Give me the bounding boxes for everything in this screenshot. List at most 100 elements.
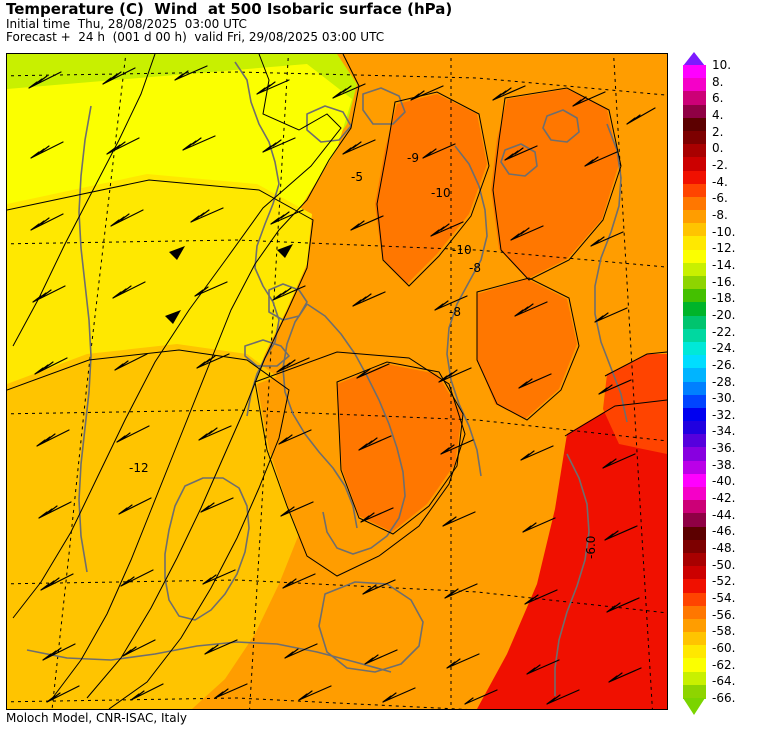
svg-text:-6.0: -6.0 bbox=[584, 536, 598, 559]
wind-barb bbox=[524, 589, 558, 605]
colorbar-tick-label: -64. bbox=[712, 674, 736, 689]
wind-barb bbox=[202, 569, 236, 585]
wind-barb bbox=[608, 667, 642, 683]
colorbar-swatch bbox=[683, 632, 706, 646]
temp-band-n4 bbox=[477, 399, 667, 709]
wind-barb bbox=[350, 215, 384, 231]
colorbar-swatch bbox=[683, 183, 706, 198]
wind-barb bbox=[504, 145, 538, 161]
initial-time-text: Initial time Thu, 28/08/2025 03:00 UTC bbox=[6, 17, 247, 31]
colorbar-swatch bbox=[683, 658, 706, 673]
wind-arrowheads bbox=[165, 244, 293, 324]
wind-barb bbox=[492, 85, 526, 101]
wind-barb bbox=[438, 367, 472, 383]
wind-barb bbox=[362, 579, 396, 595]
colorbar-tick-label: -24. bbox=[712, 341, 736, 356]
colorbar-tick-label: -12. bbox=[712, 241, 736, 256]
colorbar[interactable] bbox=[683, 65, 706, 699]
wind-barb bbox=[190, 207, 224, 223]
colorbar-swatch bbox=[683, 223, 706, 238]
wind-barb bbox=[594, 307, 628, 323]
svg-text:-12: -12 bbox=[129, 461, 149, 475]
wind-barb bbox=[364, 649, 398, 665]
wind-barb bbox=[590, 231, 624, 247]
wind-barb bbox=[276, 357, 310, 373]
wind-barb bbox=[36, 429, 70, 447]
colorbar-swatch bbox=[683, 328, 706, 343]
wind-barb bbox=[422, 143, 456, 159]
colorbar-swatch bbox=[683, 513, 706, 528]
wind-barb bbox=[46, 685, 80, 703]
colorbar-swatch bbox=[683, 117, 706, 132]
wind-barb bbox=[112, 281, 146, 299]
graticule bbox=[7, 54, 667, 709]
wind-barb bbox=[106, 137, 140, 155]
colorbar-tick-label: 10. bbox=[712, 58, 732, 72]
colorbar-swatch bbox=[683, 249, 706, 264]
colorbar-tick-label: -46. bbox=[712, 524, 736, 539]
wind-barb bbox=[604, 525, 638, 541]
colorbar-swatch bbox=[683, 579, 706, 594]
wind-barb bbox=[546, 689, 580, 705]
colorbar-tick-label: -4. bbox=[712, 174, 728, 189]
colorbar-tick-label: 6. bbox=[712, 91, 724, 106]
wind-barb bbox=[270, 209, 304, 225]
wind-barb-layer bbox=[28, 65, 656, 705]
colorbar-tick-label: -58. bbox=[712, 624, 736, 639]
colorbar-swatch bbox=[683, 407, 706, 422]
colorbar-tick-label: -40. bbox=[712, 474, 736, 489]
colorbar-tick-label: -16. bbox=[712, 274, 736, 289]
svg-text:-10: -10 bbox=[452, 243, 472, 257]
colorbar-swatch bbox=[683, 315, 706, 330]
colorbar-swatch bbox=[683, 262, 706, 277]
wind-barb bbox=[332, 83, 366, 99]
wind-barb bbox=[298, 685, 332, 701]
wind-barb bbox=[204, 639, 238, 655]
colorbar-tick-label: -18. bbox=[712, 291, 736, 306]
wind-barb bbox=[200, 497, 234, 513]
colorbar-tick-label: 4. bbox=[712, 107, 724, 122]
wind-barb bbox=[284, 643, 318, 659]
wind-barb bbox=[342, 139, 376, 155]
colorbar-tick-label: 0. bbox=[712, 141, 724, 156]
colorbar-swatch bbox=[683, 368, 706, 383]
colorbar-tick-label: -48. bbox=[712, 541, 736, 556]
colorbar-tick-label: -6. bbox=[712, 191, 728, 206]
colorbar-swatch bbox=[683, 447, 706, 462]
colorbar-swatch bbox=[683, 671, 706, 686]
weather-map[interactable]: -5 -9 -10 -8 -10 -12 -8 -6.0 bbox=[6, 53, 668, 710]
colorbar-tick-label: -42. bbox=[712, 491, 736, 506]
wind-barb bbox=[214, 683, 248, 699]
colorbar-swatch bbox=[683, 130, 706, 145]
temp-band-n6d bbox=[477, 279, 577, 419]
colorbar-tick-label: -62. bbox=[712, 657, 736, 672]
wind-barb bbox=[444, 583, 478, 599]
colorbar-swatch bbox=[683, 526, 706, 541]
wind-barb bbox=[434, 295, 468, 311]
colorbar-tick-label: -52. bbox=[712, 574, 736, 589]
wind-barb bbox=[584, 151, 618, 167]
wind-barb bbox=[182, 135, 216, 151]
colorbar-tick-label: -66. bbox=[712, 691, 736, 705]
colorbar-tick-label: -56. bbox=[712, 607, 736, 622]
wind-barb bbox=[464, 689, 498, 705]
colorbar-swatch bbox=[683, 552, 706, 567]
colorbar-tick-label: -10. bbox=[712, 224, 736, 239]
colorbar-tick-label: -38. bbox=[712, 457, 736, 472]
colorbar-top-arrow bbox=[683, 52, 705, 66]
wind-barb bbox=[34, 357, 68, 375]
wind-barb bbox=[110, 209, 144, 227]
wind-barb bbox=[522, 517, 556, 533]
wind-barb bbox=[262, 137, 296, 153]
colorbar-swatch bbox=[683, 91, 706, 106]
colorbar-swatch bbox=[683, 500, 706, 514]
wind-barb bbox=[122, 639, 156, 657]
wind-barb bbox=[278, 429, 312, 445]
colorbar-swatch bbox=[683, 566, 706, 580]
forecast-validity-text: Forecast + 24 h (001 d 00 h) valid Fri, … bbox=[6, 30, 385, 44]
wind-barb bbox=[130, 683, 164, 701]
colorbar-tick-label: -54. bbox=[712, 591, 736, 606]
wind-barb bbox=[382, 687, 416, 703]
colorbar-tick-label: -8. bbox=[712, 207, 728, 222]
map-canvas: -5 -9 -10 -8 -10 -12 -8 -6.0 bbox=[7, 54, 667, 709]
